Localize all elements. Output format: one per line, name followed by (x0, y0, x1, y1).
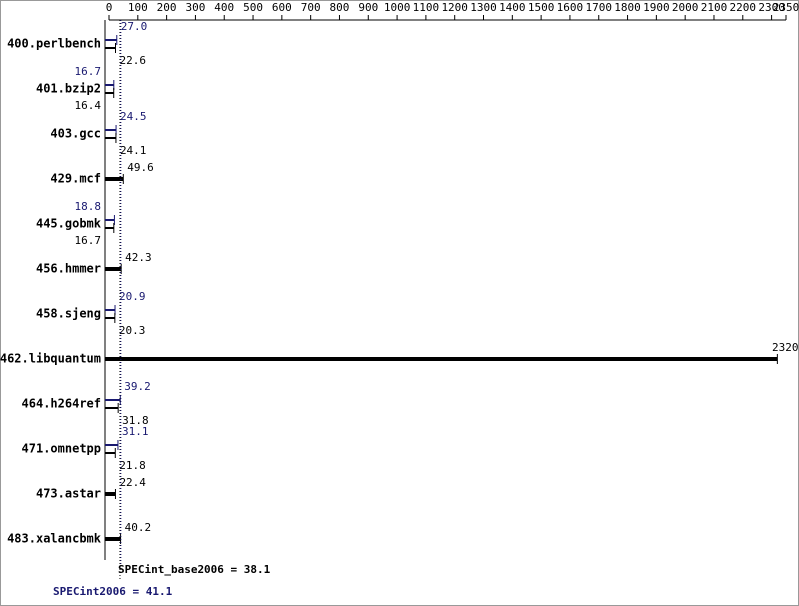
bar (105, 129, 117, 131)
value-label: 2320 (772, 341, 799, 354)
category-label: 458.sjeng (36, 307, 101, 321)
bar (105, 399, 121, 401)
bar (105, 317, 115, 319)
value-label: 40.2 (125, 521, 152, 534)
peak-mean-label: SPECint2006 = 41.1 (53, 585, 173, 598)
x-tick-label: 2100 (701, 1, 728, 14)
category-label: 471.omnetpp (22, 442, 101, 456)
x-tick-label: 2350 (773, 1, 799, 14)
category-label: 464.h264ref (22, 397, 101, 411)
bar (105, 407, 119, 409)
x-tick-label: 100 (128, 1, 148, 14)
bar (105, 267, 122, 271)
x-tick-label: 1500 (528, 1, 555, 14)
value-label: 18.8 (75, 200, 102, 213)
x-tick-label: 500 (243, 1, 263, 14)
x-tick-label: 300 (185, 1, 205, 14)
x-tick-label: 800 (330, 1, 350, 14)
bar (105, 357, 778, 361)
x-tick-label: 1200 (441, 1, 468, 14)
x-tick-label: 1100 (413, 1, 440, 14)
x-tick-label: 1400 (499, 1, 526, 14)
category-label: 456.hmmer (36, 262, 101, 276)
bar (105, 444, 118, 446)
x-tick-label: 600 (272, 1, 292, 14)
value-label: 42.3 (125, 251, 152, 264)
category-label: 445.gobmk (36, 217, 102, 231)
x-tick-label: 1900 (643, 1, 670, 14)
value-label: 31.1 (122, 425, 148, 438)
bar (105, 537, 121, 541)
value-label: 39.2 (124, 380, 151, 393)
category-label: 429.mcf (50, 172, 101, 186)
x-tick-label: 700 (301, 1, 321, 14)
x-tick-label: 0 (106, 1, 113, 14)
value-label: 20.9 (119, 290, 146, 303)
value-label: 49.6 (127, 161, 154, 174)
value-label: 16.7 (75, 234, 102, 247)
value-label: 27.0 (121, 20, 147, 33)
x-tick-label: 1700 (585, 1, 612, 14)
value-label: 22.4 (119, 476, 146, 489)
bar (105, 92, 114, 94)
x-tick-label: 200 (157, 1, 177, 14)
bar (105, 47, 116, 49)
bar (105, 177, 124, 181)
category-label: 403.gcc (50, 127, 101, 141)
value-label: 22.6 (120, 54, 147, 67)
bar (105, 137, 116, 139)
x-tick-label: 400 (214, 1, 234, 14)
category-label: 400.perlbench (7, 37, 101, 51)
x-tick-label: 1300 (470, 1, 497, 14)
category-label: 483.xalancbmk (7, 532, 102, 546)
base-mean-label: SPECint_base2006 = 38.1 (118, 563, 271, 576)
category-label: 473.astar (36, 487, 101, 501)
value-label: 16.7 (75, 65, 102, 78)
bar (105, 39, 117, 41)
value-label: 24.1 (120, 144, 146, 157)
value-label: 16.4 (75, 99, 102, 112)
category-label: 462.libquantum (0, 352, 101, 366)
bar (105, 227, 114, 229)
x-tick-label: 2000 (672, 1, 699, 14)
x-tick-label: 1600 (557, 1, 584, 14)
bar (105, 309, 116, 311)
bar (105, 219, 115, 221)
x-tick-label: 2300 (758, 1, 785, 14)
x-tick-label: 900 (358, 1, 378, 14)
value-label: 24.5 (120, 110, 146, 123)
value-label: 20.3 (119, 324, 146, 337)
category-label: 401.bzip2 (36, 82, 101, 96)
value-label: 31.8 (122, 414, 148, 427)
bar (105, 452, 116, 454)
bar (105, 84, 114, 86)
x-tick-label: 2200 (730, 1, 757, 14)
bar (105, 492, 116, 496)
x-tick-label: 1800 (614, 1, 641, 14)
x-tick-label: 1000 (384, 1, 411, 14)
value-label: 21.8 (119, 459, 146, 472)
